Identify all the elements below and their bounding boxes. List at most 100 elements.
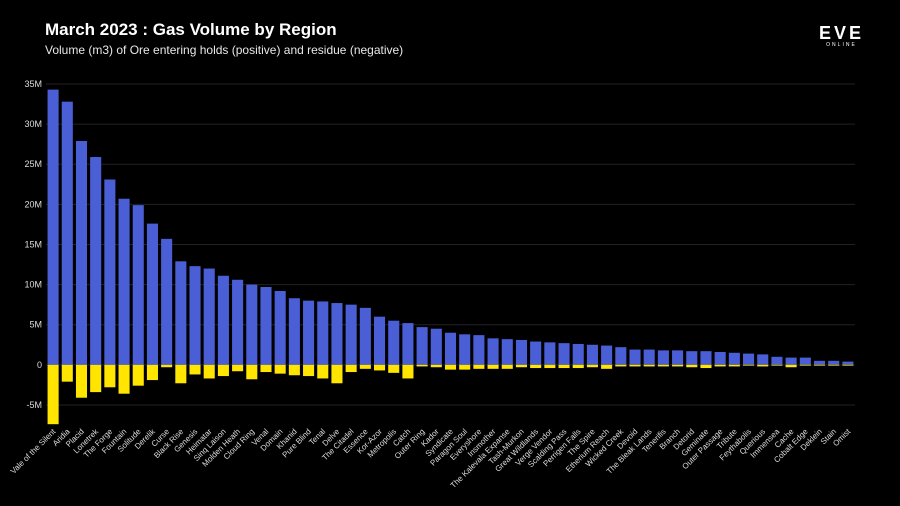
bar-positive <box>558 343 570 365</box>
bar-negative <box>132 364 144 386</box>
bar-negative <box>359 364 371 369</box>
bar-negative <box>601 364 613 369</box>
bar-positive <box>657 350 669 365</box>
bar-negative <box>530 364 542 369</box>
bar-positive <box>430 328 442 365</box>
bar-negative <box>615 364 627 367</box>
bar-negative <box>799 364 811 366</box>
bar-negative <box>444 364 457 370</box>
bar-negative <box>842 364 854 366</box>
bar-positive <box>303 300 315 365</box>
bar-positive <box>246 284 258 365</box>
bar-positive <box>416 327 428 365</box>
bar-negative <box>672 364 684 367</box>
bar-positive <box>586 344 598 365</box>
bar-positive <box>203 268 215 365</box>
bar-positive <box>785 357 797 365</box>
bar-positive <box>459 334 471 365</box>
bar-negative <box>657 364 669 367</box>
bar-negative <box>643 364 655 367</box>
bar-positive <box>373 316 386 365</box>
bar-positive <box>771 356 783 365</box>
chart-subtitle: Volume (m3) of Ore entering holds (posit… <box>45 43 404 57</box>
bar-positive <box>728 352 740 365</box>
bar-positive <box>388 320 400 365</box>
bar-negative <box>714 364 726 367</box>
y-axis-ticks: -5M 0 5M 10M 15M 20M 25M 30M 35M <box>24 79 42 410</box>
y-tick-label: 0 <box>37 360 42 370</box>
bar-positive <box>90 157 102 365</box>
y-tick-label: 25M <box>24 159 42 169</box>
bar-positive <box>757 354 769 365</box>
y-tick-label: -5M <box>27 400 43 410</box>
y-tick-label: 5M <box>29 320 42 330</box>
bar-positive <box>615 347 627 365</box>
bar-positive <box>402 323 414 365</box>
bar-positive <box>274 291 286 365</box>
bar-positive <box>331 303 343 365</box>
y-tick-label: 35M <box>24 79 42 89</box>
bar-negative <box>274 364 286 374</box>
bar-positive <box>232 279 244 365</box>
bar-positive <box>473 335 485 365</box>
bar-negative <box>345 364 357 373</box>
bar-negative <box>175 364 187 384</box>
bar-negative <box>785 364 797 368</box>
bar-positive <box>61 101 73 365</box>
bar-positive <box>487 338 499 365</box>
bar-positive <box>444 332 457 365</box>
bar-positive <box>743 353 755 365</box>
bar-negative <box>743 364 755 366</box>
bar-positive <box>75 140 88 365</box>
bar-positive <box>601 345 613 365</box>
bar-negative <box>700 364 712 369</box>
bar-positive <box>544 342 556 365</box>
bar-negative <box>487 364 499 369</box>
bar-negative <box>161 364 173 368</box>
bar-positive <box>118 198 130 365</box>
bar-positive <box>813 360 826 365</box>
bar-positive <box>714 351 726 365</box>
bar-negative <box>232 364 244 372</box>
bar-negative <box>260 364 272 373</box>
bar-negative <box>317 364 329 379</box>
bar-positive <box>842 361 854 365</box>
bar-positive <box>629 349 641 365</box>
bar-positive <box>672 350 684 365</box>
bar-negative <box>416 364 428 367</box>
bar-negative <box>388 364 400 373</box>
bar-positive <box>515 339 528 365</box>
bar-negative <box>459 364 471 370</box>
bar-positive <box>799 357 811 365</box>
bar-positive <box>828 360 840 365</box>
x-category-label: Vale of the Silent <box>9 427 58 476</box>
bar-positive <box>317 301 329 365</box>
bar-negative <box>189 364 201 375</box>
bar-negative <box>288 364 300 376</box>
chart-title: March 2023 : Gas Volume by Region <box>45 20 337 39</box>
bar-positive <box>146 223 158 365</box>
bars <box>47 89 854 425</box>
bar-positive <box>104 179 116 365</box>
bar-positive <box>189 266 201 365</box>
bar-negative <box>118 364 130 394</box>
bar-negative <box>771 364 783 366</box>
bar-positive <box>643 349 655 365</box>
bar-positive <box>47 89 59 365</box>
bar-positive <box>686 351 698 365</box>
bar-negative <box>303 364 315 377</box>
bar-positive <box>288 298 300 365</box>
x-axis-categories: Vale of the SilentAridiaPlacidLonetrekTh… <box>9 426 853 490</box>
bar-positive <box>530 341 542 365</box>
y-tick-label: 15M <box>24 239 42 249</box>
bar-negative <box>473 364 485 369</box>
bar-positive <box>345 304 357 365</box>
bar-negative <box>757 364 769 367</box>
bar-negative <box>501 364 513 369</box>
logo-main-text: EVE <box>818 23 864 43</box>
bar-negative <box>331 364 343 384</box>
bar-negative <box>203 364 215 379</box>
bar-negative <box>373 364 386 371</box>
bar-positive <box>359 307 371 365</box>
